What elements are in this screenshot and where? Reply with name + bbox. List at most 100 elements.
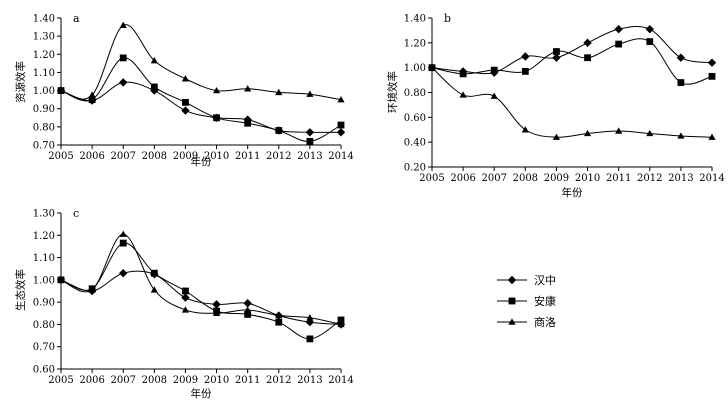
data-point [337, 316, 345, 324]
y-tick-label: 0.60 [33, 365, 55, 376]
y-tick-label: 0.80 [33, 320, 55, 331]
y-tick-label: 1.40 [404, 14, 426, 25]
x-tick-label: 2011 [235, 375, 260, 386]
legend-marker-square [508, 297, 516, 305]
series-line [431, 38, 713, 85]
data-point [337, 121, 345, 129]
y-tick-label: 1.00 [33, 275, 55, 286]
data-point [615, 127, 623, 134]
x-tick-label: 2014 [328, 375, 353, 386]
y-tick-label: 1.30 [33, 209, 55, 220]
data-point [459, 70, 467, 78]
data-point [677, 132, 685, 139]
x-tick-label: 2010 [204, 151, 229, 162]
series-square [428, 38, 716, 86]
legend-label: 汉中 [534, 274, 556, 287]
data-point [150, 269, 158, 277]
x-tick-label: 2007 [481, 173, 506, 184]
data-point [337, 96, 345, 103]
series-line [60, 57, 342, 142]
data-point [181, 75, 190, 82]
data-point [57, 276, 65, 283]
data-point [646, 38, 654, 45]
data-point [275, 127, 283, 134]
data-point [212, 300, 221, 309]
data-point [521, 126, 529, 133]
x-tick-label: 2012 [266, 151, 291, 162]
data-point [182, 287, 189, 295]
data-point [88, 286, 96, 293]
x-tick-label: 2009 [173, 151, 198, 162]
data-point [213, 114, 220, 122]
legend-marker-diamond [507, 275, 517, 285]
series-line [60, 270, 342, 325]
x-tick-label: 2009 [544, 173, 569, 184]
x-tick-label: 2006 [79, 151, 104, 162]
series-diamond [56, 78, 346, 137]
y-tick-label: 1.20 [404, 38, 426, 49]
data-point [150, 286, 158, 293]
y-axis-title: 资源效率 [14, 61, 27, 103]
x-tick-label: 2013 [668, 173, 693, 184]
x-tick-label: 2006 [79, 375, 104, 386]
series-line [60, 242, 342, 340]
x-tick-label: 2007 [110, 151, 135, 162]
series-line [60, 24, 342, 101]
data-point [552, 133, 561, 140]
y-tick-label: 1.10 [33, 68, 55, 79]
y-tick-label: 1.10 [33, 253, 55, 264]
data-point [275, 318, 283, 326]
x-tick-label: 2007 [110, 375, 135, 386]
data-point [212, 309, 221, 316]
series-line [431, 25, 713, 75]
data-point [553, 48, 560, 55]
data-point [584, 54, 591, 62]
chart-panel-b: 0.20 0.40 0.60 0.80 1.00 1.20 1.40 2005 2006 2007… [386, 12, 725, 199]
x-tick-label: 2008 [513, 173, 538, 184]
x-tick-label: 2010 [204, 375, 229, 386]
data-point [490, 66, 498, 74]
x-axis-title: 年份 [562, 186, 583, 199]
data-point [212, 86, 221, 94]
data-point [552, 53, 561, 62]
data-point [583, 129, 592, 137]
data-point [88, 96, 96, 104]
data-point [244, 85, 252, 92]
data-point [244, 311, 252, 318]
chart-panel-a: 0.70 0.80 0.90 1.00 1.10 1.20 1.30 1.40 2005 2006… [14, 12, 354, 168]
y-tick-label: 0.80 [404, 88, 426, 99]
panel-label: a [73, 12, 80, 25]
data-point [150, 83, 158, 91]
data-point [676, 53, 686, 62]
y-axis-title: 生态效率 [14, 269, 27, 311]
legend-label: 商洛 [534, 315, 556, 329]
x-axis-title: 年份 [191, 155, 212, 168]
series-line [431, 67, 713, 138]
data-point [707, 58, 717, 67]
series-triangle [428, 64, 716, 140]
data-point [244, 119, 252, 127]
x-tick-label: 2014 [699, 173, 724, 184]
data-point [614, 24, 623, 34]
x-tick-label: 2005 [48, 375, 73, 386]
data-point [182, 98, 189, 106]
data-point [119, 78, 128, 87]
chart-panel-c: 0.60 0.70 0.80 0.90 1.00 1.10 1.20 1.30 2005 2006… [14, 207, 354, 400]
x-tick-label: 2013 [297, 151, 322, 162]
data-point [306, 137, 314, 145]
data-point [337, 320, 345, 328]
data-point [119, 239, 127, 247]
data-point [490, 92, 498, 99]
y-tick-label: 0.90 [33, 298, 55, 309]
x-tick-label: 2012 [637, 173, 662, 184]
y-axis-title: 环境效率 [386, 71, 399, 113]
data-point [677, 79, 685, 86]
data-point [708, 72, 716, 80]
y-tick-label: 1.20 [33, 231, 55, 242]
legend-item: 安康 [497, 294, 556, 308]
y-tick-label: 1.30 [33, 32, 55, 43]
y-tick-label: 1.40 [33, 14, 55, 25]
x-tick-label: 2014 [328, 151, 353, 162]
data-point [119, 268, 128, 278]
